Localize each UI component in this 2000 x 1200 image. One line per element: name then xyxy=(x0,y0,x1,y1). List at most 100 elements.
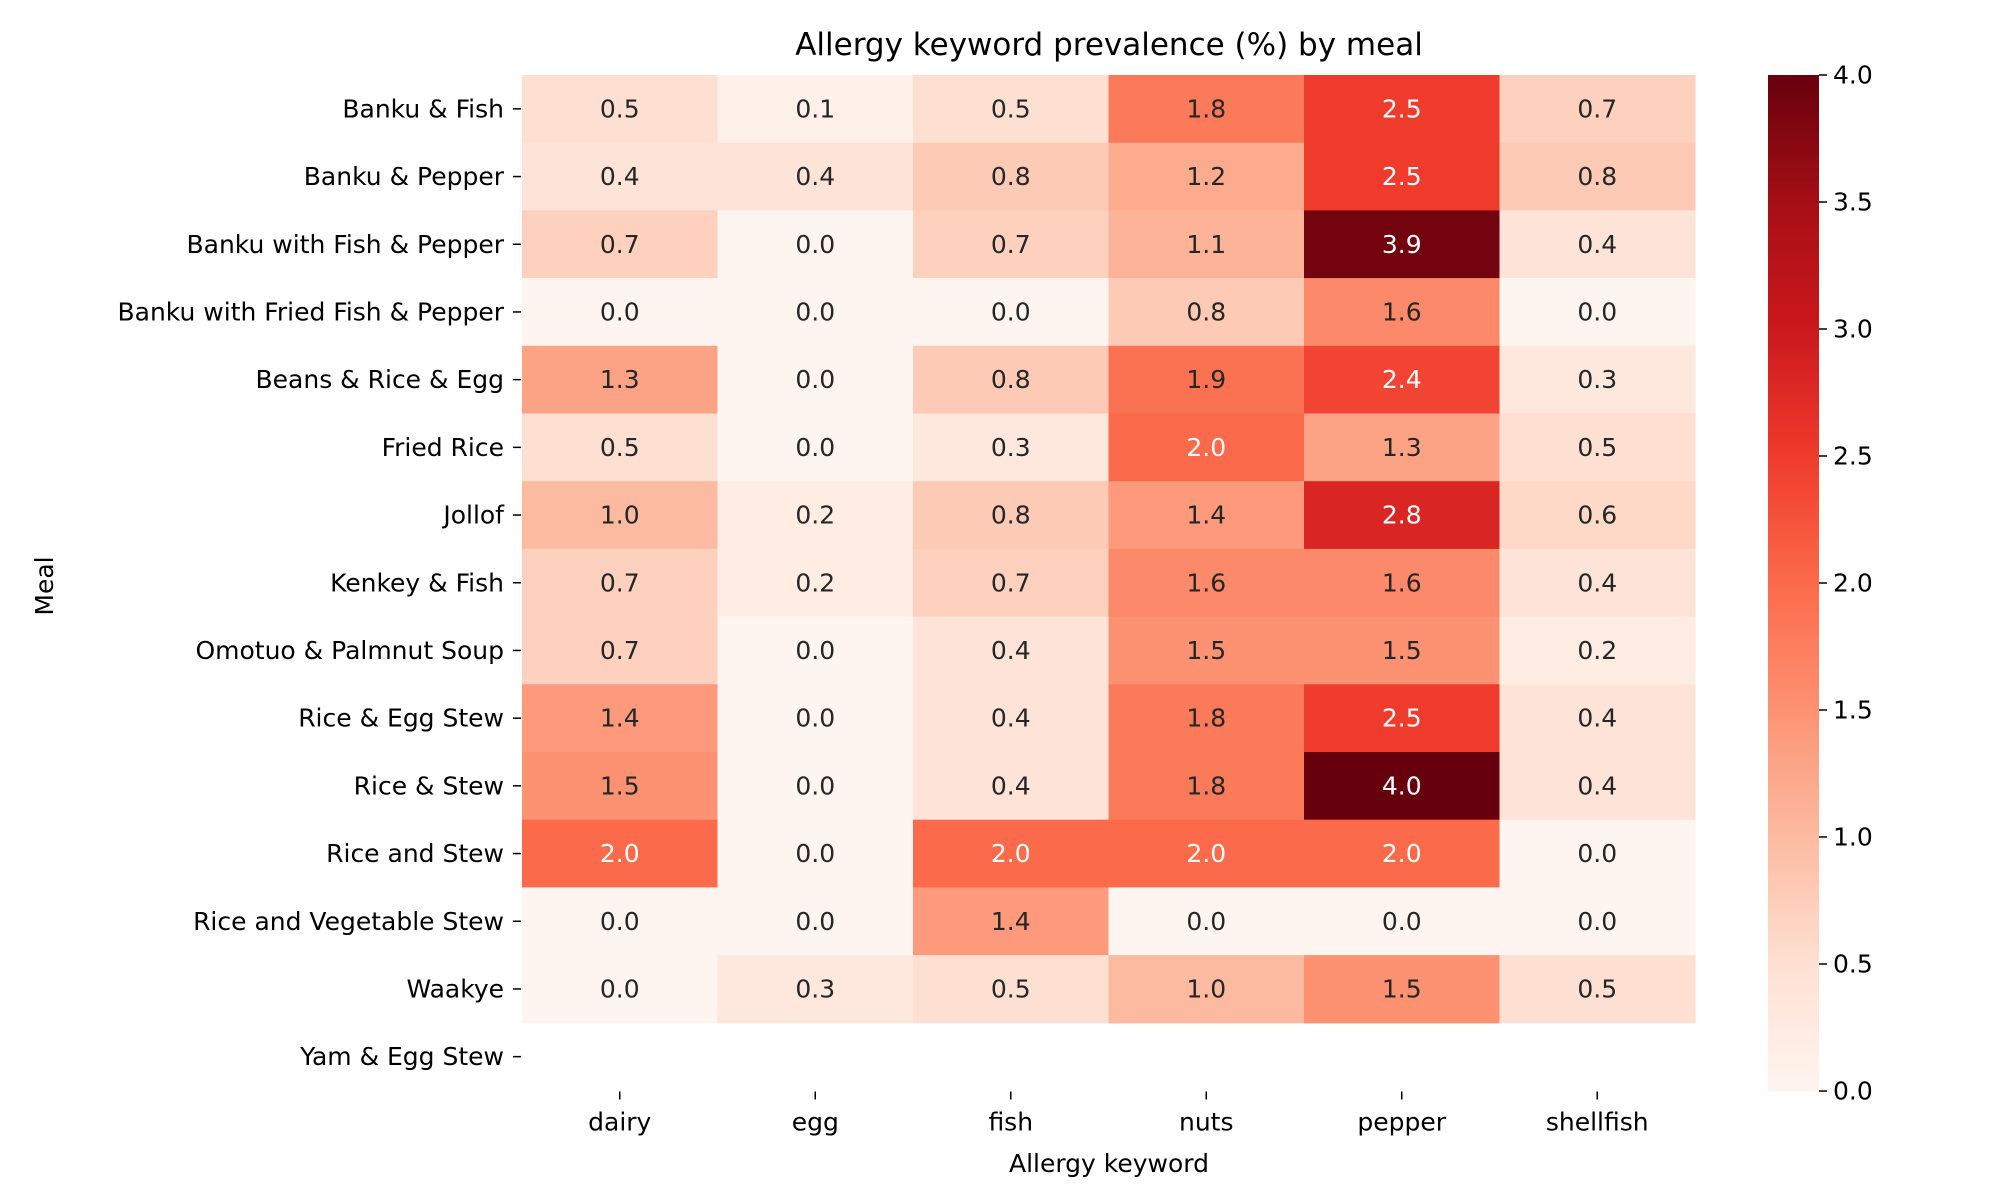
cell-value-label: 0.7 xyxy=(991,568,1031,597)
cell-value-label: 0.4 xyxy=(1577,771,1617,800)
heatmap-cell xyxy=(717,684,914,753)
heatmap-cell xyxy=(913,210,1110,279)
cell-value-label: 0.0 xyxy=(795,704,835,733)
y-tick-label: Rice and Stew xyxy=(326,839,504,868)
chart-title: Allergy keyword prevalence (%) by meal xyxy=(795,27,1423,63)
heatmap-cell xyxy=(1499,413,1696,482)
y-axis-label: Meal xyxy=(30,556,59,615)
heatmap-cell xyxy=(522,345,719,415)
heatmap-cell xyxy=(717,75,914,144)
cell-value-label: 1.3 xyxy=(1382,433,1422,462)
y-tick-label: Jollof xyxy=(441,501,505,530)
x-axis-ticks: dairy egg fish nuts pepper shellfish xyxy=(588,1091,1649,1137)
cell-value-label: 0.8 xyxy=(1186,297,1226,326)
heatmap-cell xyxy=(1304,752,1501,821)
heatmap-cell xyxy=(1108,345,1305,415)
heatmap-cell xyxy=(1499,481,1696,550)
cell-value-label: 0.0 xyxy=(795,839,835,868)
cell-value-label: 0.4 xyxy=(991,704,1031,733)
cell-value-label: 1.5 xyxy=(600,771,640,800)
cell-value-label: 0.4 xyxy=(1577,230,1617,259)
cell-value-label: 0.8 xyxy=(991,365,1031,394)
cell-value-label: 1.8 xyxy=(1186,704,1226,733)
cell-value-label: 0.7 xyxy=(1577,94,1617,123)
heatmap-cell xyxy=(1304,75,1501,144)
cell-value-label: 0.6 xyxy=(1577,501,1617,530)
cell-value-label: 0.0 xyxy=(1382,907,1422,936)
heatmap-cells xyxy=(522,75,1696,1024)
cell-value-label: 1.9 xyxy=(1186,365,1226,394)
heatmap-cell xyxy=(913,142,1110,211)
heatmap-cell xyxy=(913,887,1110,956)
cell-value-label: 0.0 xyxy=(795,907,835,936)
cell-value-label: 1.4 xyxy=(600,704,640,733)
heatmap-cell xyxy=(522,548,719,618)
heatmap-cell xyxy=(1499,684,1696,753)
heatmap-cell xyxy=(717,887,914,956)
cell-value-label: 0.0 xyxy=(795,365,835,394)
heatmap-cell xyxy=(1499,278,1696,347)
cell-value-label: 3.9 xyxy=(1382,230,1422,259)
y-axis-ticks: Banku & Fish Banku & Pepper Banku with Fis… xyxy=(117,94,521,1071)
cell-value-label: 1.8 xyxy=(1186,94,1226,123)
y-tick-label: Rice & Stew xyxy=(354,771,504,800)
heatmap-cell xyxy=(913,413,1110,482)
cell-value-label: 0.0 xyxy=(991,297,1031,326)
heatmap-cell xyxy=(1304,616,1501,685)
heatmap-cell xyxy=(522,955,719,1024)
heatmap-cell xyxy=(913,345,1110,415)
cell-value-label: 0.3 xyxy=(991,433,1031,462)
heatmap-cell xyxy=(1108,819,1305,888)
cell-value-label: 0.0 xyxy=(600,297,640,326)
y-tick-label: Beans & Rice & Egg xyxy=(256,365,504,394)
heatmap-cell xyxy=(717,955,914,1024)
cell-value-label: 0.4 xyxy=(991,636,1031,665)
heatmap-cell xyxy=(1304,142,1501,211)
heatmap-cell xyxy=(1108,75,1305,144)
heatmap-cell xyxy=(1499,887,1696,956)
cell-value-label: 0.1 xyxy=(795,94,835,123)
heatmap-cell xyxy=(1304,887,1501,956)
heatmap-cell xyxy=(1499,345,1696,415)
cell-value-label: 0.7 xyxy=(991,230,1031,259)
cell-value-label: 0.4 xyxy=(1577,704,1617,733)
cell-value-label: 2.4 xyxy=(1382,365,1422,394)
cell-value-label: 0.0 xyxy=(795,297,835,326)
cell-value-label: 0.8 xyxy=(1577,162,1617,191)
cell-value-label: 0.4 xyxy=(991,771,1031,800)
cell-value-label: 0.4 xyxy=(600,162,640,191)
heatmap-cell xyxy=(1108,616,1305,685)
cell-value-label: 0.0 xyxy=(795,230,835,259)
heatmap-cell xyxy=(1108,548,1305,618)
heatmap-cell xyxy=(1499,616,1696,685)
colorbar-tick-label: 1.0 xyxy=(1833,823,1873,852)
cell-value-label: 2.5 xyxy=(1382,162,1422,191)
y-tick-label: Banku & Pepper xyxy=(304,162,505,191)
colorbar-tick-label: 3.5 xyxy=(1833,188,1873,217)
colorbar-tick-label: 0.0 xyxy=(1833,1077,1873,1106)
heatmap-cell xyxy=(1304,548,1501,618)
y-tick-label: Omotuo & Palmnut Soup xyxy=(195,636,504,665)
cell-value-label: 2.5 xyxy=(1382,94,1422,123)
y-tick-label: Kenkey & Fish xyxy=(330,568,504,597)
heatmap-cell xyxy=(522,819,719,888)
heatmap-cell xyxy=(1108,142,1305,211)
cell-value-label: 2.0 xyxy=(1382,839,1422,868)
heatmap-cell xyxy=(1304,413,1501,482)
cell-value-label: 0.0 xyxy=(795,433,835,462)
x-tick-label: pepper xyxy=(1357,1108,1446,1137)
heatmap-cell xyxy=(522,142,719,211)
cell-value-label: 0.0 xyxy=(600,974,640,1003)
heatmap-cell xyxy=(913,752,1110,821)
heatmap-cell xyxy=(1499,210,1696,279)
y-tick-label: Rice & Egg Stew xyxy=(298,704,504,733)
heatmap-cell xyxy=(913,75,1110,144)
cell-value-label: 0.0 xyxy=(795,636,835,665)
heatmap-cell xyxy=(1499,752,1696,821)
cell-value-label: 1.4 xyxy=(1186,501,1226,530)
heatmap-cell xyxy=(1108,481,1305,550)
heatmap-cell xyxy=(717,345,914,415)
colorbar-ticks: 0.0 0.5 1.0 1.5 2.0 2.5 3.0 3.5 4.0 xyxy=(1819,61,1873,1106)
heatmap-cell xyxy=(717,616,914,685)
